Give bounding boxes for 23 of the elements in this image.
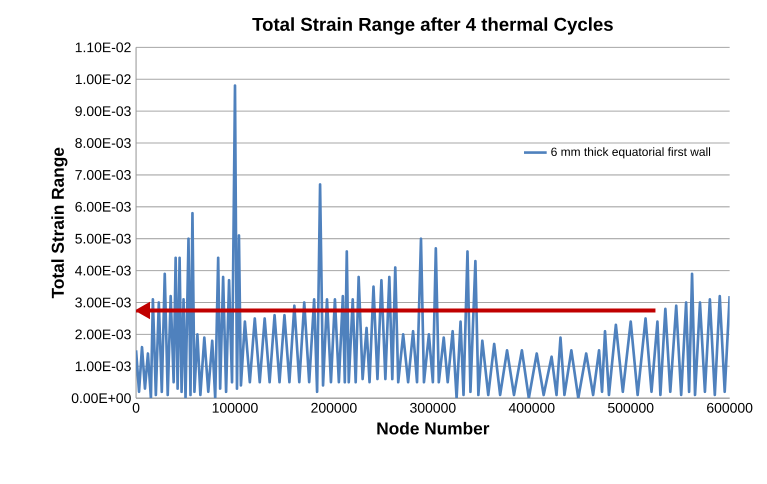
x-tick-label: 100000 [212,402,258,413]
y-tick-label: 2.00E-03 [75,329,131,340]
y-tick-label: 4.00E-03 [75,266,131,276]
x-tick-label: 600000 [707,402,752,413]
x-tick-label: 300000 [410,402,456,413]
y-tick-label: 9.00E-03 [75,106,131,116]
x-tick-label: 200000 [311,402,357,413]
y-tick-label: 5.00E-03 [75,234,131,244]
y-tick-label: 0.00E+00 [72,393,131,404]
y-tick-label: 7.00E-03 [75,170,131,180]
y-tick-label: 6.00E-03 [75,202,131,212]
y-axis-title: Total Strain Range [51,148,68,298]
x-tick-label: 0 [132,402,140,413]
y-tick-label: 1.00E-03 [76,361,131,372]
y-tick-label: 1.10E-02 [76,42,131,52]
legend-label: 6 mm thick equatorial first wall [551,147,710,158]
x-tick-label: 500000 [608,402,654,413]
x-axis-title: Node Number [377,422,490,434]
y-tick-label: 8.00E-03 [75,138,131,148]
y-tick-label: 1.00E-02 [76,74,131,84]
x-tick-label: 400000 [508,402,555,413]
chart-title: Total Strain Range after 4 thermal Cycles [252,17,613,35]
y-tick-label: 3.00E-03 [75,297,131,308]
